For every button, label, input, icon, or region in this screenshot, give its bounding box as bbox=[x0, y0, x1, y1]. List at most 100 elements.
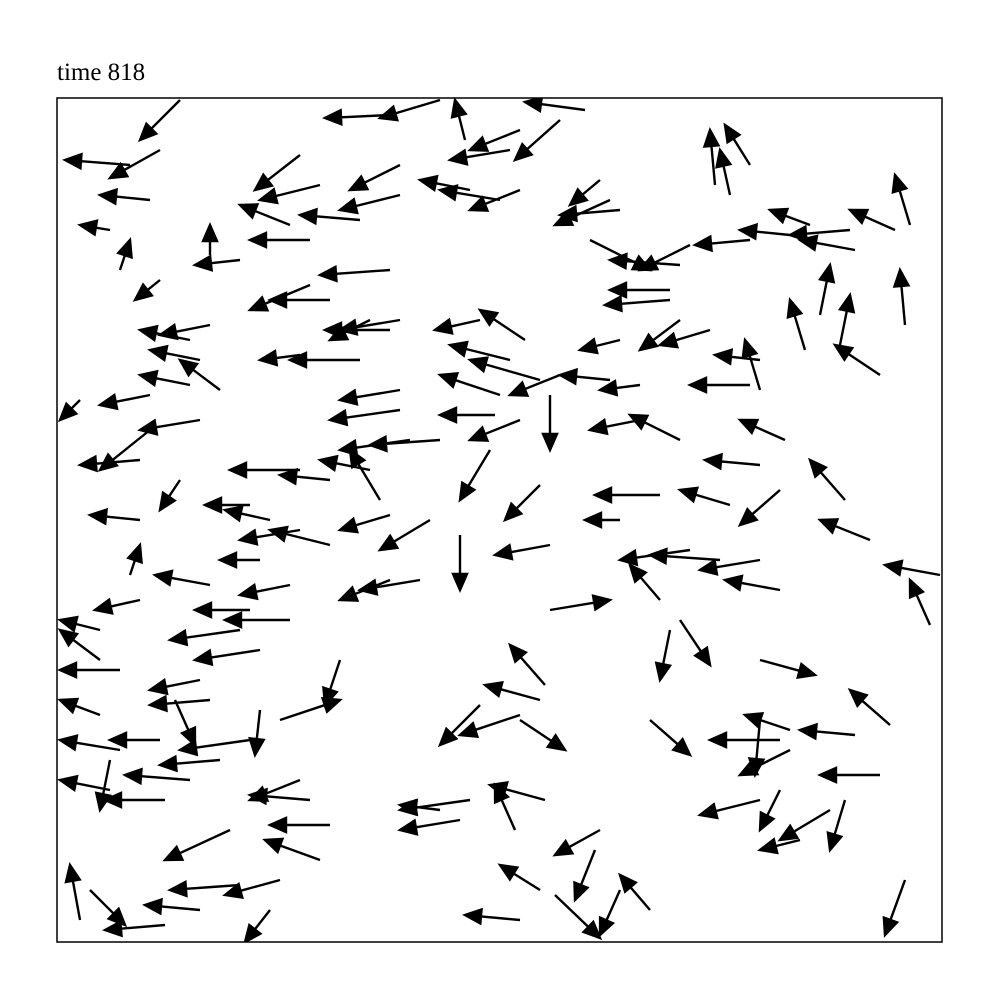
arrow bbox=[157, 754, 221, 773]
arrow bbox=[702, 452, 761, 471]
arrow bbox=[267, 291, 330, 309]
arrow bbox=[557, 367, 611, 386]
arrow bbox=[397, 818, 461, 836]
arrow bbox=[167, 628, 241, 647]
arrow bbox=[908, 577, 932, 626]
arrow bbox=[808, 457, 846, 501]
arrow bbox=[237, 582, 291, 601]
arrow bbox=[248, 709, 266, 758]
arrow bbox=[107, 148, 161, 180]
arrow bbox=[287, 351, 360, 369]
arrow bbox=[797, 722, 856, 741]
arrow bbox=[573, 849, 597, 903]
arrow bbox=[116, 237, 133, 271]
arrow bbox=[597, 379, 641, 397]
arrow bbox=[437, 184, 501, 202]
arrow bbox=[237, 528, 301, 546]
arrow bbox=[891, 172, 912, 226]
arrow bbox=[97, 429, 151, 472]
arrow bbox=[317, 264, 391, 283]
arrow bbox=[158, 479, 181, 513]
arrow bbox=[492, 543, 551, 561]
arrow bbox=[712, 348, 761, 366]
arrow bbox=[167, 879, 241, 898]
arrow bbox=[102, 791, 165, 809]
arrow bbox=[707, 731, 780, 749]
arrow bbox=[177, 358, 221, 391]
arrow bbox=[337, 318, 401, 336]
arrow bbox=[137, 369, 191, 388]
arrow bbox=[192, 254, 241, 272]
arrow bbox=[467, 128, 521, 152]
arrow bbox=[337, 388, 401, 406]
arrow bbox=[222, 505, 271, 523]
arrow bbox=[759, 658, 818, 679]
arrow bbox=[77, 454, 141, 473]
arrow bbox=[142, 897, 201, 916]
arrow bbox=[267, 525, 331, 547]
arrow bbox=[493, 782, 517, 831]
arrow bbox=[107, 731, 160, 749]
arrow bbox=[679, 619, 712, 668]
arrow bbox=[618, 872, 651, 911]
arrow bbox=[57, 697, 101, 717]
arrow bbox=[577, 337, 621, 355]
arrow bbox=[697, 798, 761, 820]
arrow bbox=[723, 122, 752, 166]
arrow bbox=[77, 219, 111, 237]
arrow bbox=[467, 418, 521, 442]
arrow bbox=[348, 447, 382, 501]
arrow bbox=[147, 344, 201, 363]
arrow bbox=[519, 719, 568, 752]
arrow bbox=[467, 188, 521, 212]
chart-title: time 818 bbox=[57, 59, 145, 86]
arrow bbox=[162, 828, 231, 862]
arrow bbox=[137, 99, 181, 143]
arrow bbox=[507, 373, 561, 397]
arrow bbox=[451, 535, 469, 593]
arrow bbox=[758, 789, 782, 833]
arrow bbox=[377, 98, 441, 122]
arrow bbox=[554, 894, 603, 941]
arrow bbox=[826, 799, 847, 853]
arrow bbox=[437, 372, 501, 397]
arrow bbox=[582, 511, 620, 529]
arrow bbox=[192, 601, 250, 619]
arrow bbox=[592, 486, 660, 504]
arrow bbox=[132, 279, 161, 302]
arrow bbox=[57, 399, 81, 423]
arrow bbox=[549, 594, 613, 612]
arrow bbox=[432, 317, 481, 335]
arrow bbox=[447, 148, 511, 166]
arrow bbox=[202, 496, 250, 514]
arrow bbox=[567, 179, 601, 207]
arrow bbox=[832, 343, 881, 376]
arrow bbox=[267, 816, 330, 834]
arrow bbox=[57, 774, 111, 793]
arrow bbox=[541, 395, 559, 453]
arrow bbox=[57, 661, 120, 679]
arrow bbox=[147, 694, 211, 713]
arrow bbox=[847, 688, 891, 726]
arrow bbox=[247, 283, 311, 312]
arrow bbox=[777, 808, 831, 842]
arrow bbox=[257, 183, 321, 205]
arrow bbox=[437, 406, 495, 424]
arrow bbox=[817, 262, 836, 316]
arrow bbox=[497, 863, 541, 892]
arrow bbox=[243, 909, 271, 942]
arrow bbox=[447, 340, 511, 362]
arrow bbox=[687, 376, 750, 394]
arrow bbox=[817, 766, 880, 784]
arrow bbox=[697, 558, 761, 576]
arrow bbox=[87, 507, 141, 526]
arrow bbox=[637, 243, 691, 272]
arrow bbox=[741, 337, 762, 391]
arrow bbox=[477, 308, 526, 341]
arrow bbox=[279, 697, 343, 722]
arrow bbox=[677, 486, 731, 507]
arrow bbox=[657, 328, 711, 349]
arrow bbox=[357, 578, 421, 596]
